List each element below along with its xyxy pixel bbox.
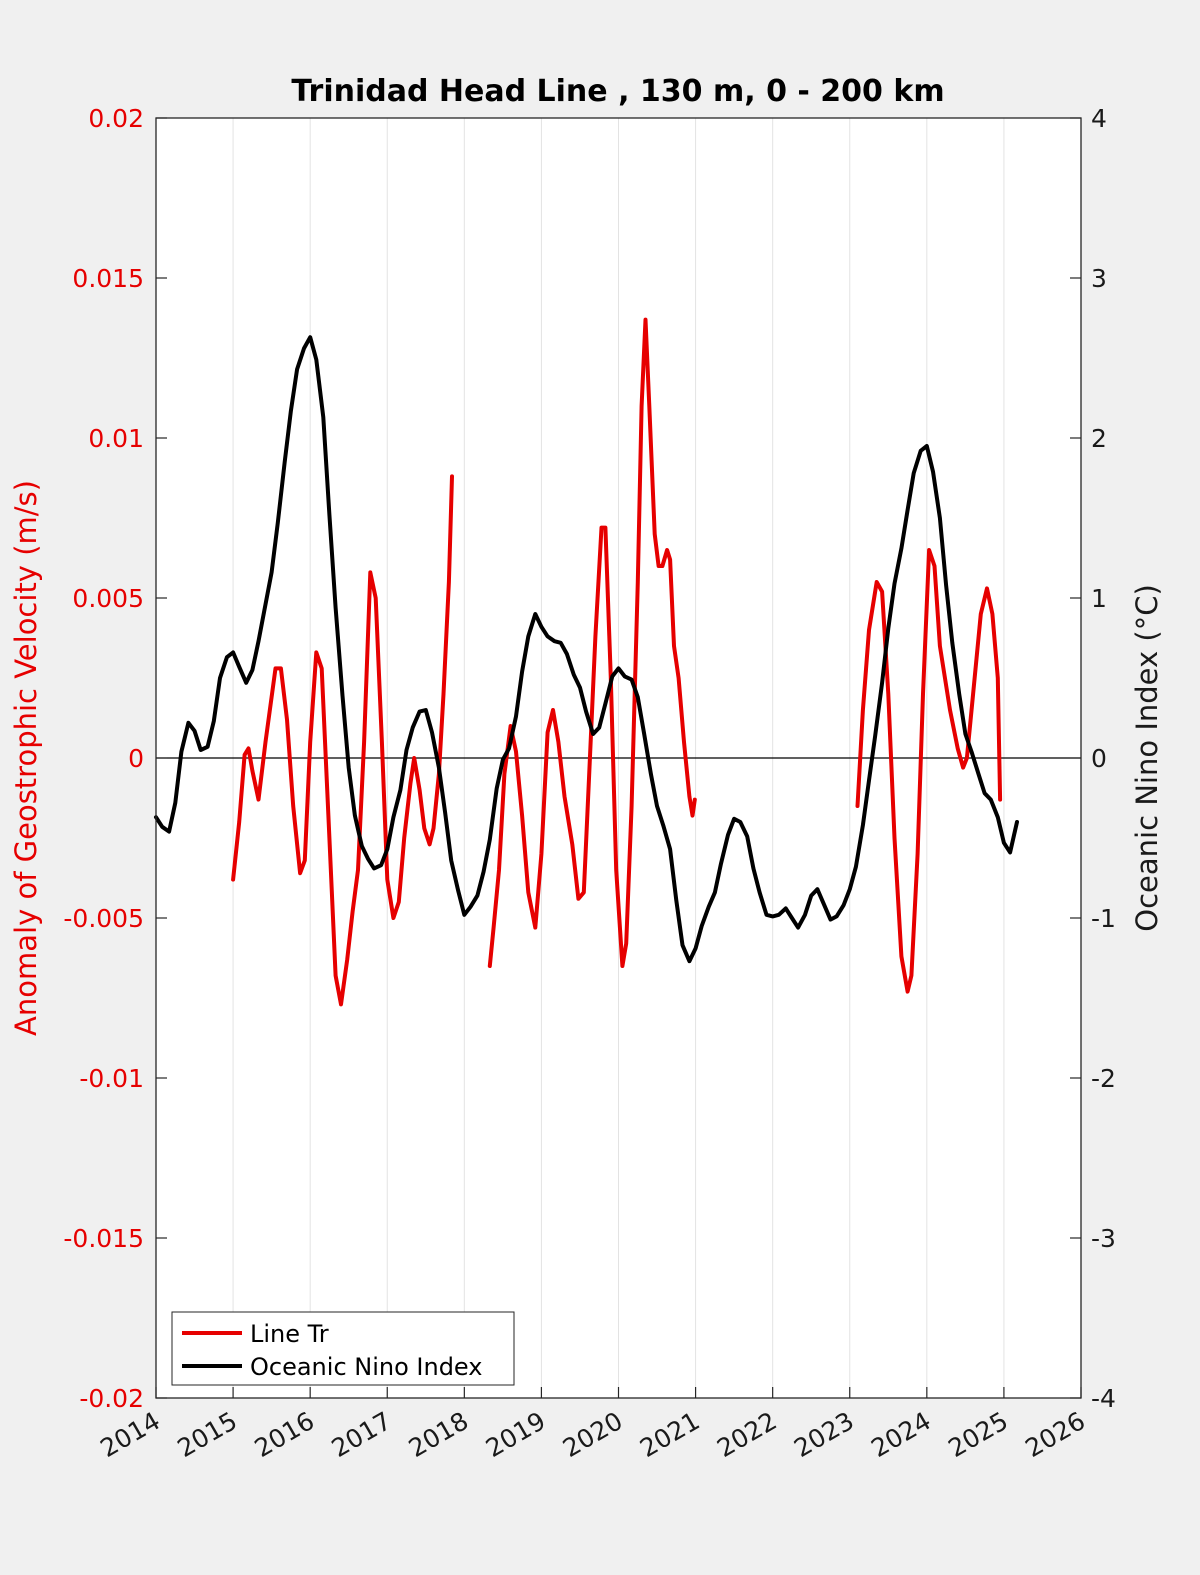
y-left-tick-label: -0.005 <box>63 904 144 933</box>
x-tick-label: 2025 <box>943 1406 1013 1463</box>
y-right-tick-label: -3 <box>1091 1224 1116 1253</box>
legend-label-line-tr: Line Tr <box>250 1320 329 1348</box>
y-left-tick-label: 0.015 <box>72 264 144 293</box>
y-right-tick-label: 4 <box>1091 104 1107 133</box>
x-tick-label: 2026 <box>1020 1406 1090 1463</box>
series-line-tr-segment <box>487 317 697 968</box>
y-right-tick-label: -1 <box>1091 904 1116 933</box>
y-right-tick-label: 0 <box>1091 744 1107 773</box>
y-right-tick-label: -2 <box>1091 1064 1116 1093</box>
y-axis-right-label: Oceanic Nino Index (°C) <box>1130 584 1164 932</box>
x-tick-label: 2017 <box>327 1406 397 1463</box>
x-tick-label: 2023 <box>789 1406 859 1463</box>
legend-box <box>171 1311 515 1386</box>
y-left-tick-label: 0.01 <box>88 424 144 453</box>
series-line-tr-segment <box>231 474 454 1007</box>
legend-label-oni: Oceanic Nino Index <box>250 1353 482 1381</box>
x-tick-label: 2021 <box>635 1406 705 1463</box>
y-right-tick-label: 1 <box>1091 584 1107 613</box>
y-right-tick-label: 2 <box>1091 424 1107 453</box>
x-tick-label: 2015 <box>172 1406 242 1463</box>
x-tick-label: 2020 <box>558 1406 628 1463</box>
y-right-tick-label: -4 <box>1091 1384 1116 1413</box>
y-left-tick-label: -0.015 <box>63 1224 144 1253</box>
y-left-tick-label: -0.01 <box>79 1064 144 1093</box>
x-tick-label: 2014 <box>95 1406 165 1463</box>
x-tick-label: 2022 <box>712 1406 782 1463</box>
x-tick-label: 2018 <box>404 1406 474 1463</box>
series-oni-line <box>154 335 1019 964</box>
series-line-tr-segment <box>855 548 1003 994</box>
y-left-tick-label: 0 <box>128 744 144 773</box>
series-group <box>154 317 1019 1007</box>
x-tick-label: 2019 <box>481 1406 551 1463</box>
legend: Line Tr Oceanic Nino Index <box>171 1311 515 1386</box>
y-axis-left-label: Anomaly of Geostrophic Velocity (m/s) <box>9 480 43 1036</box>
x-tick-label: 2024 <box>866 1406 936 1463</box>
y-right-tick-label: 3 <box>1091 264 1107 293</box>
y-left-tick-label: 0.005 <box>72 584 144 613</box>
x-tick-label: 2016 <box>250 1406 320 1463</box>
chart-title: Trinidad Head Line , 130 m, 0 - 200 km <box>291 74 944 109</box>
y-left-tick-label: 0.02 <box>88 104 144 133</box>
y-left-tick-label: -0.02 <box>79 1384 144 1413</box>
